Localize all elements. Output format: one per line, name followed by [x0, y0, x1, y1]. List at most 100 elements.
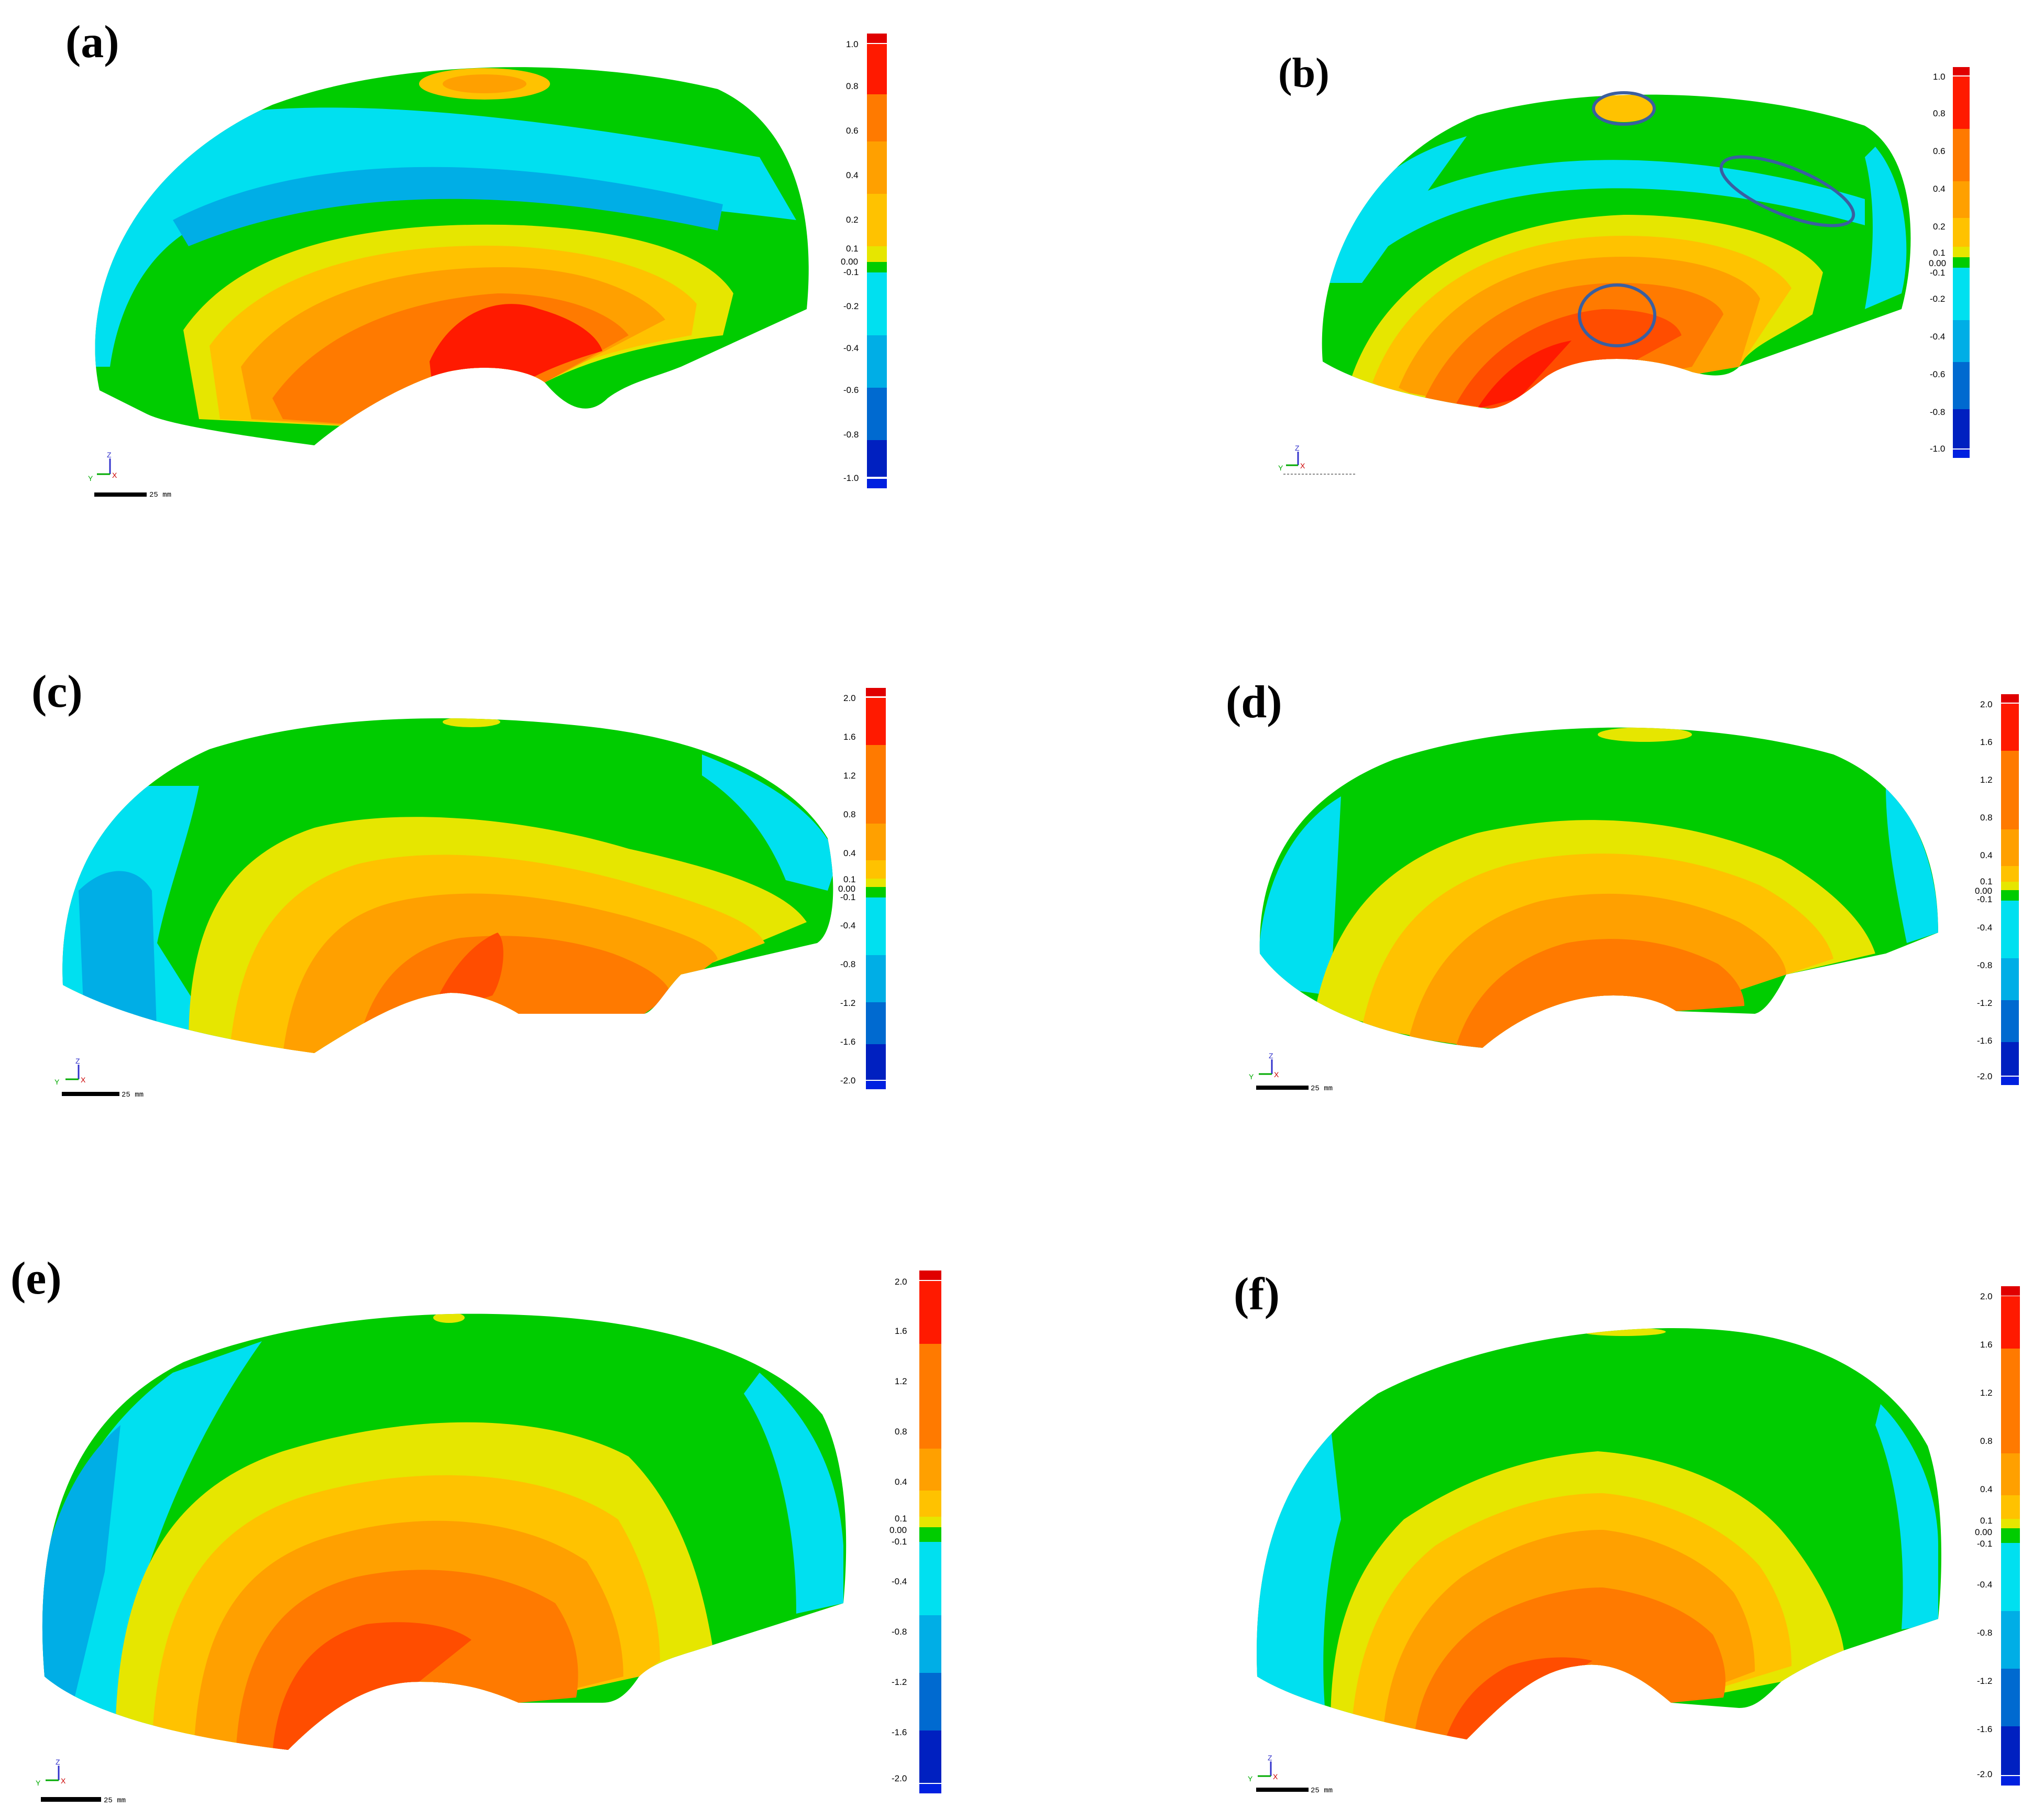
tick-label: 0.8	[895, 1427, 907, 1437]
tick-label: -1.2	[1977, 1676, 1992, 1686]
tick-label: 2.0	[843, 693, 856, 703]
tick-label: 0.2	[1933, 222, 1946, 232]
scale-bar-a: 25 mm	[94, 491, 171, 499]
legend-ticks-e: 2.0 1.6 1.2 0.8 0.4 0.1 0.00 -0.1 -0.4 -…	[889, 1277, 907, 1783]
axis-y-label: Y	[36, 1779, 41, 1787]
axis-triad-a: Z Y X	[88, 451, 117, 483]
tick-label: 0.4	[846, 170, 859, 180]
axis-z-label: Z	[107, 451, 112, 459]
tick-label: 0.00	[838, 884, 855, 894]
tick-label: 1.0	[1933, 72, 1946, 82]
tick-label: -0.8	[843, 430, 859, 440]
tick-label: 0.4	[895, 1477, 907, 1487]
tick-label: 0.1	[846, 244, 859, 254]
tick-label: -1.2	[840, 998, 855, 1008]
tick-label: -0.4	[892, 1576, 907, 1586]
tick-label: -1.6	[1977, 1724, 1992, 1734]
tick-label: -0.8	[1930, 407, 1945, 417]
tick-label: -0.1	[1977, 894, 1992, 904]
tick-label: -0.4	[840, 921, 855, 930]
panel-b: 1.0 0.8 0.6 0.4 0.2 0.1 0.00 -0.1 -0.2 -…	[0, 0, 2044, 550]
tick-label: -0.2	[843, 301, 859, 311]
scale-bar-d: 25 mm	[1256, 1085, 1333, 1093]
tick-label: 0.00	[1975, 1527, 1992, 1537]
axis-y-label: Y	[88, 474, 93, 483]
tick-label: -0.4	[1930, 332, 1945, 342]
tick-label: 0.8	[1980, 813, 1993, 823]
legend-ticks-d: 2.0 1.6 1.2 0.8 0.4 0.1 0.00 -0.1 -0.4 -…	[1975, 699, 1993, 1081]
panel-d: 2.0 1.6 1.2 0.8 0.4 0.1 0.00 -0.1 -0.4 -…	[1249, 694, 2019, 1093]
panel-label-c: (c)	[31, 666, 83, 717]
axis-y-label: Y	[1249, 1072, 1254, 1081]
tick-label: 0.00	[1929, 258, 1946, 268]
axis-z-label: Z	[75, 1057, 80, 1065]
scale-bar-label: 25 mm	[1311, 1787, 1333, 1795]
tick-label: -2.0	[1977, 1769, 1992, 1779]
tick-label: 0.8	[846, 81, 859, 91]
panel-label-e: (e)	[10, 1253, 62, 1304]
tick-label: 0.2	[846, 215, 859, 225]
tick-label: -0.1	[1930, 268, 1945, 278]
tick-label: -1.2	[1977, 998, 1992, 1008]
axis-x-label: X	[81, 1076, 86, 1084]
scale-bar-f: 25 mm	[1256, 1787, 1333, 1795]
tick-label: -2.0	[840, 1076, 855, 1086]
axis-x-label: X	[61, 1777, 66, 1785]
color-legend-c	[866, 688, 886, 1089]
tick-label: 0.00	[841, 257, 858, 267]
axis-z-label: Z	[56, 1758, 60, 1766]
axis-z-label: Z	[1295, 444, 1300, 452]
scale-bar-e: 25 mm	[41, 1797, 126, 1805]
axis-triad-e: Z Y X	[36, 1758, 66, 1787]
tick-label: -0.8	[1977, 1628, 1992, 1638]
axis-x-label: X	[1300, 462, 1305, 470]
tick-label: -0.8	[892, 1627, 907, 1637]
tick-label: 0.4	[843, 848, 856, 858]
deviation-map-d: 2.0 1.6 1.2 0.8 0.4 0.1 0.00 -0.1 -0.4 -…	[1249, 694, 2019, 1093]
tick-label: 2.0	[1980, 1291, 1993, 1301]
highlight-ellipse-right	[1719, 155, 1855, 227]
tick-label: -1.6	[840, 1037, 855, 1047]
panel-a: 1.0 0.8 0.6 0.4 0.2 0.1 0.00 -0.1 -0.2 -…	[0, 0, 1021, 550]
tick-label: 1.2	[1980, 775, 1993, 785]
color-legend-a	[867, 34, 887, 488]
axis-y-label: Y	[1248, 1775, 1253, 1783]
color-legend-f	[2001, 1286, 2020, 1786]
color-legend-d	[2001, 694, 2019, 1085]
tick-label: 0.00	[889, 1525, 907, 1535]
axis-z-label: Z	[1269, 1052, 1273, 1060]
axis-x-label: X	[1274, 1070, 1279, 1079]
tick-label: 0.4	[1980, 850, 1993, 860]
panel-c: 2.0 1.6 1.2 0.8 0.4 0.1 0.00 -0.1 -0.4 -…	[0, 0, 1021, 1153]
tick-label: -1.6	[1977, 1036, 1992, 1046]
tick-label: 0.6	[1933, 146, 1946, 156]
tick-label: 0.4	[1980, 1484, 1993, 1494]
tick-label: 1.6	[895, 1326, 907, 1336]
axis-x-label: X	[112, 471, 117, 479]
tick-label: -0.1	[892, 1537, 907, 1547]
legend-ticks-f: 2.0 1.6 1.2 0.8 0.4 0.1 0.00 -0.1 -0.4 -…	[1975, 1291, 1993, 1779]
tick-label: 0.00	[1975, 886, 1992, 896]
deviation-map-a: 1.0 0.8 0.6 0.4 0.2 0.1 0.00 -0.1 -0.2 -…	[88, 34, 887, 499]
deviation-map-b: 1.0 0.8 0.6 0.4 0.2 0.1 0.00 -0.1 -0.2 -…	[1278, 67, 1970, 475]
tick-label: 1.6	[1980, 1340, 1993, 1350]
tick-label: 0.8	[1933, 108, 1946, 118]
tick-label: -2.0	[1977, 1071, 1992, 1081]
tick-label: -1.6	[892, 1727, 907, 1737]
scale-bar-label: 25 mm	[122, 1091, 144, 1099]
axis-y-label: Y	[54, 1078, 60, 1086]
tick-label: -0.1	[1977, 1539, 1992, 1549]
tick-label: 1.0	[846, 39, 859, 49]
tick-label: -0.4	[1977, 923, 1992, 933]
panel-label-f: (f)	[1234, 1269, 1280, 1320]
tick-label: 0.1	[843, 874, 856, 884]
tick-label: 0.4	[1933, 184, 1946, 194]
deviation-map-e: 2.0 1.6 1.2 0.8 0.4 0.1 0.00 -0.1 -0.4 -…	[36, 1271, 941, 1805]
tick-label: -2.0	[892, 1773, 907, 1783]
axis-z-label: Z	[1268, 1754, 1272, 1762]
tick-label: -0.6	[843, 385, 859, 395]
axis-x-label: X	[1273, 1772, 1278, 1781]
tick-label: 1.6	[843, 732, 856, 742]
